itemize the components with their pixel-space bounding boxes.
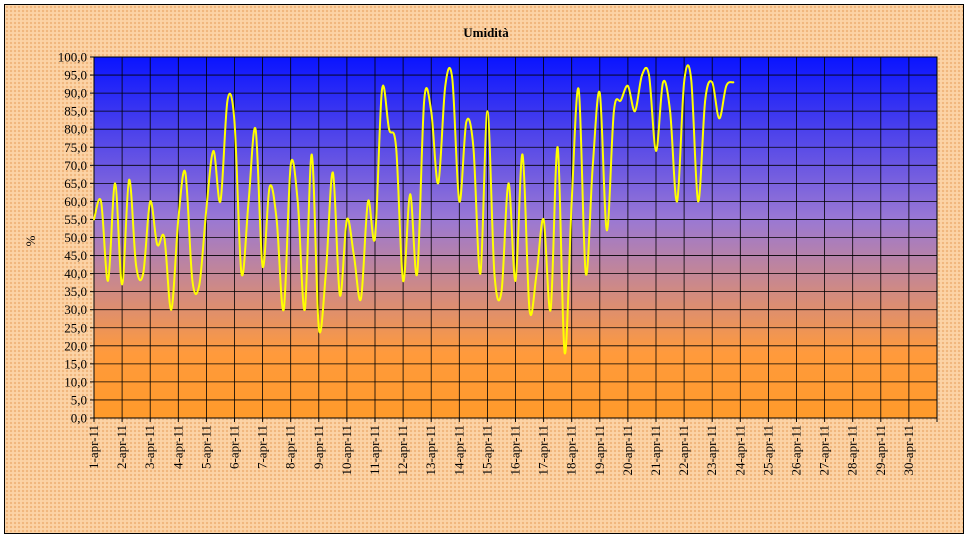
x-tick-label: 10-apr-11 [339, 425, 354, 476]
y-tick-label: 10,0 [64, 374, 87, 389]
y-tick-label: 75,0 [64, 140, 87, 155]
y-tick-label: 40,0 [64, 266, 87, 281]
series-line-umidita [93, 64, 735, 355]
x-axis-ticks: 1-apr-11 2-apr-11 3-apr-11 4-apr-11 5-apr-11… [86, 418, 938, 476]
x-tick-label: 1-apr-11 [86, 425, 101, 469]
x-tick-label: 4-apr-11 [170, 425, 185, 469]
y-tick-label: 30,0 [64, 302, 87, 317]
x-tick-label: 26-apr-11 [789, 425, 804, 476]
chart-frame: Umidità % 0,0 5,0 10,0 15,0 20,0 25,0 30,0 35,0… [4, 4, 964, 534]
y-tick-label: 85,0 [64, 104, 87, 119]
y-tick-label: 20,0 [64, 338, 87, 353]
y-tick-label: 25,0 [64, 320, 87, 335]
x-tick-label: 16-apr-11 [508, 425, 523, 476]
x-tick-label: 27-apr-11 [817, 425, 832, 476]
y-tick-label: 90,0 [64, 86, 87, 101]
y-tick-label: 95,0 [64, 68, 87, 83]
y-tick-label: 70,0 [64, 158, 87, 173]
y-tick-label: 100,0 [58, 50, 87, 65]
x-tick-label: 5-apr-11 [198, 425, 213, 469]
y-tick-label: 55,0 [64, 212, 87, 227]
y-tick-label: 15,0 [64, 356, 87, 371]
x-tick-label: 3-apr-11 [142, 425, 157, 469]
x-tick-label: 8-apr-11 [283, 425, 298, 469]
x-tick-label: 24-apr-11 [732, 425, 747, 476]
humidity-chart: Umidità % 0,0 5,0 10,0 15,0 20,0 25,0 30,0 35,0… [23, 25, 938, 476]
y-tick-label: 45,0 [64, 248, 87, 263]
x-tick-label: 19-apr-11 [592, 425, 607, 476]
chart-title: Umidità [463, 25, 509, 40]
y-tick-label: 80,0 [64, 122, 87, 137]
x-tick-label: 23-apr-11 [704, 425, 719, 476]
x-tick-label: 2-apr-11 [114, 425, 129, 469]
x-tick-label: 6-apr-11 [227, 425, 242, 469]
x-tick-label: 21-apr-11 [648, 425, 663, 476]
x-tick-label: 12-apr-11 [395, 425, 410, 476]
x-tick-label: 28-apr-11 [845, 425, 860, 476]
x-tick-label: 14-apr-11 [451, 425, 466, 476]
x-tick-label: 25-apr-11 [760, 425, 775, 476]
x-tick-label: 9-apr-11 [311, 425, 326, 469]
y-axis-label: % [23, 235, 38, 246]
x-tick-label: 20-apr-11 [620, 425, 635, 476]
y-tick-label: 0,0 [71, 411, 87, 426]
y-tick-label: 50,0 [64, 230, 87, 245]
y-axis-ticks: 0,0 5,0 10,0 15,0 20,0 25,0 30,0 35,0 40,0 45,0 50… [58, 50, 94, 426]
x-tick-label: 11-apr-11 [367, 425, 382, 475]
x-tick-label: 29-apr-11 [873, 425, 888, 476]
x-tick-label: 15-apr-11 [479, 425, 494, 476]
y-tick-label: 35,0 [64, 284, 87, 299]
x-tick-label: 13-apr-11 [423, 425, 438, 476]
x-tick-label: 22-apr-11 [676, 425, 691, 476]
x-tick-label: 18-apr-11 [564, 425, 579, 476]
y-tick-label: 65,0 [64, 176, 87, 191]
x-tick-label: 17-apr-11 [536, 425, 551, 476]
x-tick-label: 30-apr-11 [901, 425, 916, 476]
y-tick-label: 5,0 [71, 392, 87, 407]
x-tick-label: 7-apr-11 [255, 425, 270, 469]
y-tick-label: 60,0 [64, 194, 87, 209]
